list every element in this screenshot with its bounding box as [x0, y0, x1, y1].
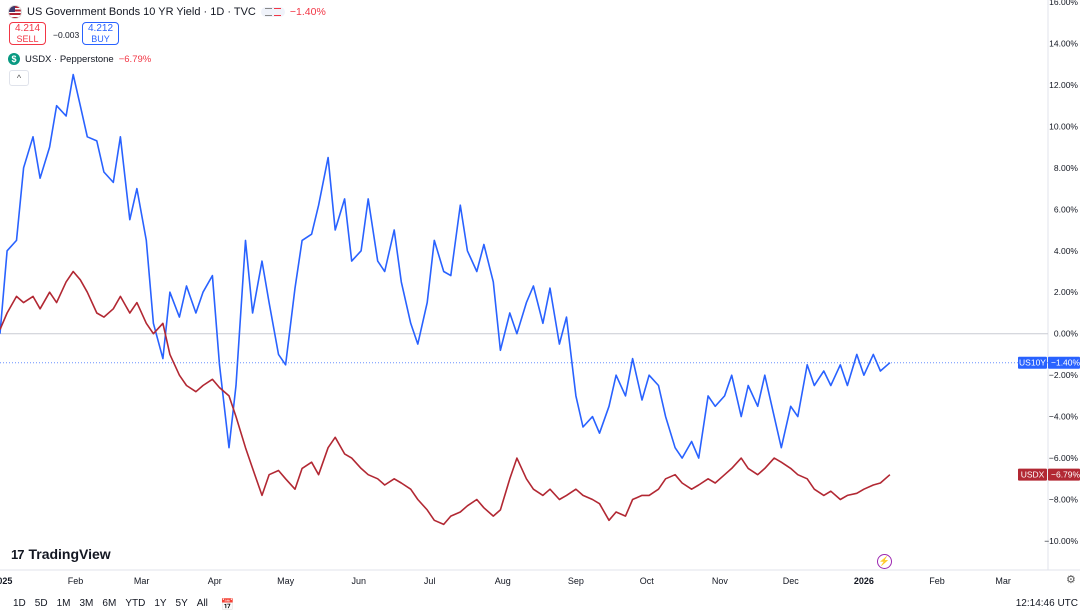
- last-value-tag-us10y: US10Y −1.40%: [1018, 356, 1080, 369]
- lightning-icon[interactable]: ⚡: [877, 554, 892, 569]
- utc-clock: 12:14:46 UTC: [1015, 598, 1078, 609]
- symbol-change: −1.40%: [289, 6, 326, 18]
- sell-button[interactable]: 4.214 SELL: [9, 22, 46, 45]
- buy-price: 4.212: [87, 23, 114, 34]
- y-tick-label: −8.00%: [1049, 495, 1079, 505]
- range-1m[interactable]: 1M: [56, 598, 71, 609]
- x-tick-label: Oct: [640, 576, 655, 586]
- range-6m[interactable]: 6M: [102, 598, 117, 609]
- y-tick-label: −6.00%: [1049, 453, 1079, 463]
- visibility-toggle-icon[interactable]: [260, 7, 285, 17]
- y-tick-label: −4.00%: [1049, 412, 1079, 422]
- y-tick-label: 2.00%: [1054, 287, 1079, 297]
- dollar-icon: $: [8, 53, 20, 65]
- last-value-tag-usdx: USDX −6.79%: [1018, 468, 1080, 481]
- range-3m[interactable]: 3M: [79, 598, 94, 609]
- y-tick-label: 12.00%: [1049, 80, 1078, 90]
- x-tick-label: Jul: [424, 576, 436, 586]
- range-ytd[interactable]: YTD: [125, 598, 146, 609]
- y-tick-label: 10.00%: [1049, 121, 1078, 131]
- x-tick-label: 2026: [854, 576, 874, 586]
- x-tick-label: Mar: [995, 576, 1011, 586]
- y-tick-label: 16.00%: [1049, 0, 1078, 7]
- sell-label: SELL: [16, 34, 39, 44]
- spread-value: −0.003: [53, 30, 80, 40]
- x-tick-label: Nov: [712, 576, 729, 586]
- x-tick-label: Feb: [929, 576, 945, 586]
- tag-symbol-label: USDX: [1021, 470, 1045, 480]
- y-tick-label: 14.00%: [1049, 38, 1078, 48]
- tag-value-bg: [1048, 356, 1080, 369]
- time-range-bar: 1D 5D 1M 3M 6M YTD 1Y 5Y All 📅: [13, 598, 235, 611]
- tag-value-label: −1.40%: [1051, 358, 1080, 368]
- collapse-legend-button[interactable]: ^: [9, 70, 29, 86]
- main-symbol-legend[interactable]: US Government Bonds 10 YR Yield · 1D · T…: [8, 5, 326, 19]
- settings-gear-icon[interactable]: ⚙: [1066, 574, 1076, 586]
- x-tick-label: Apr: [208, 576, 222, 586]
- y-tick-label: 6.00%: [1054, 204, 1079, 214]
- range-1d[interactable]: 1D: [13, 598, 26, 609]
- tag-value-label: −6.79%: [1051, 470, 1080, 480]
- y-tick-label: 0.00%: [1054, 329, 1079, 339]
- sell-price: 4.214: [14, 23, 41, 34]
- y-tick-label: 4.00%: [1054, 246, 1079, 256]
- compare-symbol: USDX · Pepperstone: [25, 53, 114, 65]
- x-tick-label: 2025: [0, 576, 12, 586]
- series-layer: [0, 73, 891, 526]
- series-line-us10y: [0, 73, 891, 459]
- x-tick-label: Dec: [783, 576, 800, 586]
- x-tick-label: Mar: [134, 576, 150, 586]
- range-1y[interactable]: 1Y: [154, 598, 167, 609]
- logo-text: TradingView: [28, 546, 111, 562]
- calendar-icon[interactable]: 📅: [220, 599, 235, 611]
- y-tick-label: 8.00%: [1054, 163, 1079, 173]
- buy-button[interactable]: 4.212 BUY: [82, 22, 119, 45]
- x-axis-ticks: 2025 Feb Mar Apr May Jun Jul Aug Sep Oct Nov Dec 202…: [0, 576, 1011, 586]
- x-tick-label: Feb: [68, 576, 84, 586]
- buy-label: BUY: [91, 34, 110, 44]
- x-tick-label: Sep: [568, 576, 584, 586]
- x-tick-label: Jun: [352, 576, 367, 586]
- range-all[interactable]: All: [196, 598, 208, 609]
- tradingview-logo[interactable]: 17 TradingView: [11, 546, 111, 562]
- range-5d[interactable]: 5D: [34, 598, 48, 609]
- y-axis-ticks: 16.00% 14.00% 12.00% 10.00% 8.00% 6.00% 4.00% 2…: [1044, 0, 1078, 546]
- y-tick-label: −2.00%: [1049, 370, 1079, 380]
- x-tick-label: Aug: [495, 576, 511, 586]
- compare-change: −6.79%: [118, 53, 152, 65]
- tag-symbol-label: US10Y: [1019, 358, 1046, 368]
- symbol-title: US Government Bonds 10 YR Yield · 1D · T…: [27, 6, 256, 18]
- compare-symbol-legend[interactable]: $ USDX · Pepperstone −6.79%: [8, 53, 151, 65]
- range-5y[interactable]: 5Y: [175, 598, 188, 609]
- tag-symbol-bg: [1018, 356, 1047, 369]
- last-value-tags: US10Y −1.40% USDX −6.79%: [1018, 356, 1080, 481]
- series-line-usdx: [0, 270, 891, 526]
- tradingview-mark-icon: 17: [11, 546, 25, 562]
- us-flag-icon: [8, 5, 22, 19]
- y-tick-label: −10.00%: [1044, 536, 1078, 546]
- x-tick-label: May: [277, 576, 295, 586]
- tag-value-bg: [1048, 468, 1080, 481]
- tag-symbol-bg: [1018, 468, 1047, 481]
